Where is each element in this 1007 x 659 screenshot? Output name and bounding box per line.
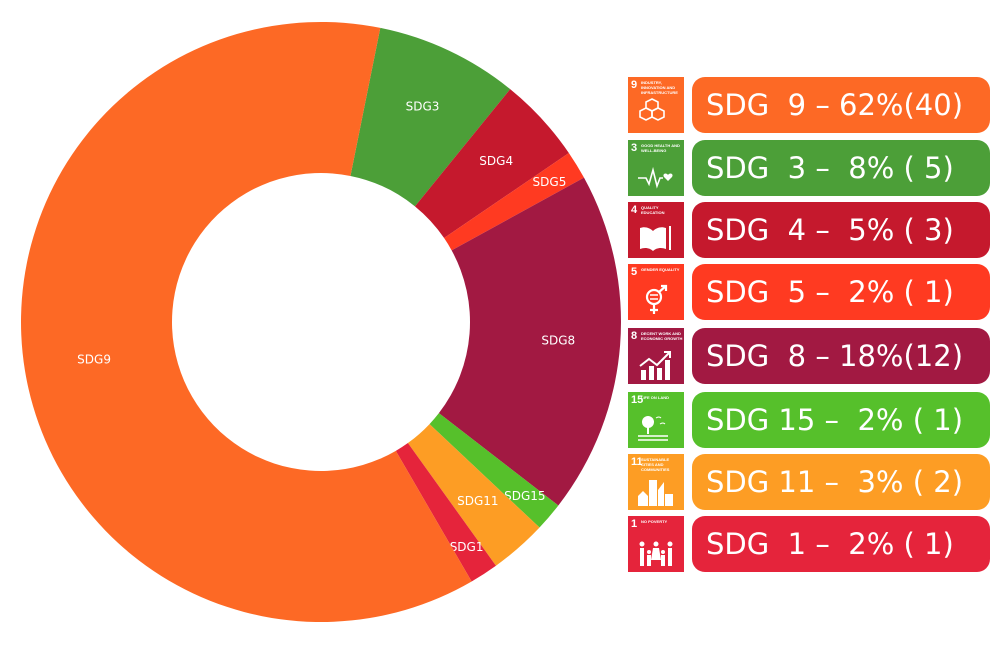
legend-label: SDG 5 – 2% ( 1) [692,264,990,320]
sdg-logo-tile: 3 Good health and well-being [628,140,684,196]
sdg-logo-number: 11 [631,456,643,468]
slice-sdg15 [429,413,559,528]
gender-icon [638,284,674,316]
slice-label: SDG9 [77,352,111,366]
slice-sdg8 [438,177,622,506]
city-icon [638,474,674,506]
sdg-logo-tile: 9 Industry, innovation and infrastructur… [628,77,684,133]
slice-sdg5 [444,152,585,251]
legend-item-sdg8: 8 Decent work and economic growth SDG 8 … [628,328,990,384]
legend-item-sdg5: 5 Gender equality SDG 5 – 2% ( 1) [628,264,990,320]
sdg-logo-title: Sustainable cities and communities [641,457,670,472]
sdg-logo-title: No poverty [641,519,668,524]
sdg-logo-number: 3 [631,142,638,154]
legend-label: SDG 3 – 8% ( 5) [692,140,990,196]
donut-chart: SDG3 SDG4 SDG5 SDG8 SDG15 SDG11 SDG1 SDG9 [21,21,622,622]
legend-item-sdg4: 4 Quality education SDG 4 – 5% ( 3) [628,202,990,258]
growth-chart-icon [638,348,674,380]
sdg-logo-title: Decent work and economic growth [641,331,683,341]
legend-item-sdg15: 15 Life on land SDG 15 – 2% ( 1) [628,392,990,448]
slice-label: SDG15 [504,489,545,503]
heartbeat-icon [638,160,674,192]
legend-item-sdg11: 11 Sustainable cities and communities SD… [628,454,990,510]
sdg-logo-tile: 11 Sustainable cities and communities [628,454,684,510]
legend-label: SDG 15 – 2% ( 1) [692,392,990,448]
sdg-logo-number: 1 [631,518,638,530]
tree-icon [638,412,674,444]
slice-label: SDG11 [457,494,498,508]
legend-label: SDG 11 – 3% ( 2) [692,454,990,510]
sdg-logo-tile: 4 Quality education [628,202,684,258]
sdg-logo-title: Industry, innovation and infrastructure [641,80,678,95]
slice-label: SDG3 [406,100,440,114]
sdg-logo-tile: 1 No poverty [628,516,684,572]
sdg-logo-number: 9 [631,79,638,91]
legend-label: SDG 9 – 62%(40) [692,77,990,133]
sdg-logo-title: Gender equality [641,267,680,272]
sdg-logo-number: 5 [631,266,638,278]
sdg-logo-title: Quality education [641,205,665,215]
slice-sdg11 [407,424,540,566]
slice-sdg4 [414,89,569,239]
sdg-logo-title: Life on land [641,395,669,400]
cubes-icon [638,97,674,129]
book-icon [638,222,674,254]
slice-label: SDG4 [479,154,513,168]
family-icon [638,536,674,568]
legend-label: SDG 1 – 2% ( 1) [692,516,990,572]
sdg-logo-number: 15 [631,394,644,406]
legend-item-sdg3: 3 Good health and well-being SDG 3 – 8% … [628,140,990,196]
sdg-logo-number: 4 [631,204,638,216]
slice-sdg9 [21,21,472,622]
sdg-logo-tile: 5 Gender equality [628,264,684,320]
slice-sdg3 [350,27,511,207]
legend-item-sdg1: 1 No poverty SDG 1 – 2% ( 1) [628,516,990,572]
sdg-logo-tile: 15 Life on land [628,392,684,448]
slice-label: SDG1 [450,540,484,554]
sdg-logo-title: Good health and well-being [641,143,680,153]
slice-label: SDG5 [533,175,567,189]
sdg-logo-tile: 8 Decent work and economic growth [628,328,684,384]
legend-label: SDG 4 – 5% ( 3) [692,202,990,258]
slice-sdg1 [395,443,496,582]
sdg-logo-number: 8 [631,330,638,342]
slice-label: SDG8 [541,334,575,348]
legend-label: SDG 8 – 18%(12) [692,328,990,384]
legend-item-sdg9: 9 Industry, innovation and infrastructur… [628,77,990,133]
